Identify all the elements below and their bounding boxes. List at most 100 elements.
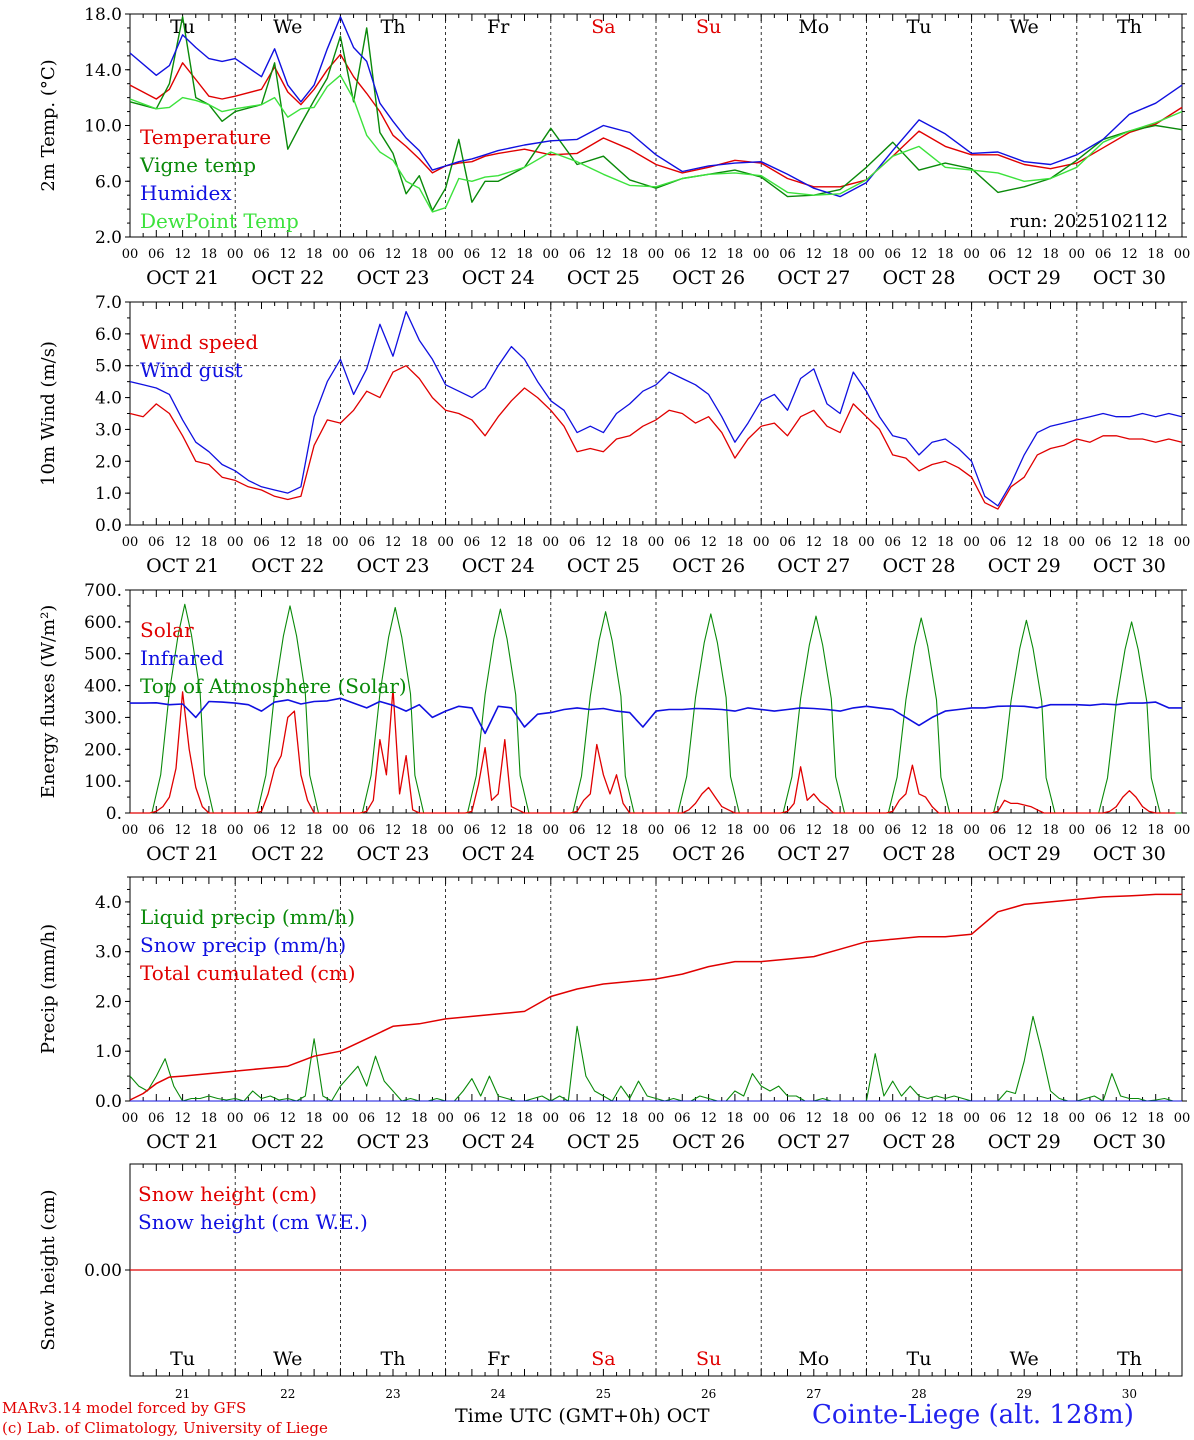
hour-label: 12	[1121, 823, 1138, 838]
day-number-label: 24	[491, 1387, 507, 1401]
legend-entry: Snow precip (mm/h)	[140, 933, 346, 957]
weekday-label: Mo	[798, 16, 829, 38]
hour-label: 00	[858, 535, 875, 550]
legend-entry: Snow height (cm W.E.)	[138, 1210, 368, 1234]
weekday-label: We	[273, 1348, 302, 1370]
y-tick-label: 100.	[84, 772, 122, 792]
hour-label: 18	[201, 535, 218, 550]
hour-label: 18	[516, 247, 533, 262]
hour-label: 00	[963, 1111, 980, 1126]
hour-label: 06	[148, 823, 165, 838]
hour-label: 00	[437, 247, 454, 262]
hour-label: 06	[990, 535, 1007, 550]
hour-label: 18	[306, 823, 323, 838]
hour-label: 00	[1069, 823, 1086, 838]
date-label: OCT 26	[672, 267, 745, 289]
model-credit: MARv3.14 model forced by GFS	[2, 1399, 247, 1417]
hour-label: 06	[569, 247, 586, 262]
station-name: Cointe-Liege (alt. 128m)	[812, 1400, 1134, 1430]
date-label: OCT 29	[988, 1131, 1061, 1153]
y-tick-label: 700.	[84, 581, 122, 601]
lab-credit: (c) Lab. of Climatology, University of L…	[2, 1419, 328, 1437]
y-tick-label: 4.0	[95, 389, 122, 409]
hour-label: 12	[911, 535, 928, 550]
panel-frame	[129, 13, 1183, 238]
hour-label: 00	[227, 247, 244, 262]
hour-label: 00	[1174, 535, 1191, 550]
hour-label: 18	[832, 1111, 849, 1126]
date-label: OCT 28	[882, 1131, 955, 1153]
date-label: OCT 30	[1093, 1131, 1166, 1153]
hour-label: 12	[490, 1111, 507, 1126]
legend-entry: Vigne temp	[139, 153, 256, 177]
hour-label: 00	[543, 247, 560, 262]
date-label: OCT 23	[356, 555, 429, 577]
date-label: OCT 21	[146, 843, 219, 865]
date-label: OCT 30	[1093, 267, 1166, 289]
hour-label: 00	[543, 535, 560, 550]
date-label: OCT 28	[882, 555, 955, 577]
legend-entry: Solar	[140, 618, 194, 642]
hour-label: 12	[700, 1111, 717, 1126]
hour-label: 12	[700, 247, 717, 262]
hour-label: 18	[832, 823, 849, 838]
hour-label: 06	[148, 1111, 165, 1126]
date-label: OCT 27	[777, 555, 850, 577]
hour-label: 12	[806, 823, 823, 838]
weekday-label: Sa	[591, 16, 615, 38]
hour-label: 12	[280, 823, 297, 838]
y-tick-label: 2.0	[95, 452, 122, 472]
hour-label: 06	[990, 247, 1007, 262]
hour-label: 00	[963, 823, 980, 838]
y-tick-label: 1.0	[95, 1042, 122, 1062]
legend-entry: Snow height (cm)	[138, 1182, 317, 1206]
date-label: OCT 22	[251, 1131, 324, 1153]
hour-label: 06	[358, 823, 375, 838]
hour-label: 00	[122, 1111, 139, 1126]
series-infrared	[130, 697, 1182, 735]
day-number-label: 25	[596, 1387, 611, 1401]
hour-label: 12	[490, 535, 507, 550]
hour-label: 00	[963, 247, 980, 262]
hour-label: 18	[1042, 247, 1059, 262]
hour-label: 06	[1095, 535, 1112, 550]
hour-label: 06	[884, 247, 901, 262]
y-tick-label: 300.	[84, 708, 122, 728]
hour-label: 12	[806, 535, 823, 550]
hour-label: 12	[385, 247, 402, 262]
series-dewpoint-temp	[129, 74, 1183, 213]
hour-label: 18	[727, 823, 744, 838]
weekday-label: Su	[696, 1348, 721, 1370]
date-label: OCT 30	[1093, 843, 1166, 865]
hour-label: 18	[937, 823, 954, 838]
y-tick-label: 0.00	[84, 1261, 122, 1281]
y-tick-label: 6.0	[95, 325, 122, 345]
y-tick-label: 500.	[84, 645, 122, 665]
hour-label: 06	[569, 1111, 586, 1126]
y-tick-label: 10.0	[84, 117, 122, 137]
hour-label: 06	[148, 535, 165, 550]
day-number-label: 21	[175, 1387, 190, 1401]
hour-label: 18	[411, 247, 428, 262]
hour-label: 18	[832, 535, 849, 550]
hour-label: 06	[990, 1111, 1007, 1126]
date-label: OCT 29	[988, 843, 1061, 865]
weekday-label: We	[273, 16, 302, 38]
hour-label: 00	[858, 247, 875, 262]
legend-entry: Total cumulated (cm)	[140, 961, 356, 985]
day-number-label: 27	[806, 1387, 821, 1401]
date-label: OCT 24	[462, 267, 535, 289]
hour-label: 00	[1174, 1111, 1191, 1126]
hour-label: 12	[1121, 247, 1138, 262]
day-number-label: 30	[1122, 1387, 1137, 1401]
date-label: OCT 21	[146, 267, 219, 289]
legend-entry: Humidex	[140, 181, 232, 205]
y-tick-label: 400.	[84, 677, 122, 697]
weekday-label: Th	[1117, 1348, 1142, 1370]
hour-label: 12	[806, 247, 823, 262]
hour-label: 06	[464, 535, 481, 550]
hour-label: 00	[648, 823, 665, 838]
hour-label: 12	[911, 1111, 928, 1126]
hour-label: 12	[280, 247, 297, 262]
